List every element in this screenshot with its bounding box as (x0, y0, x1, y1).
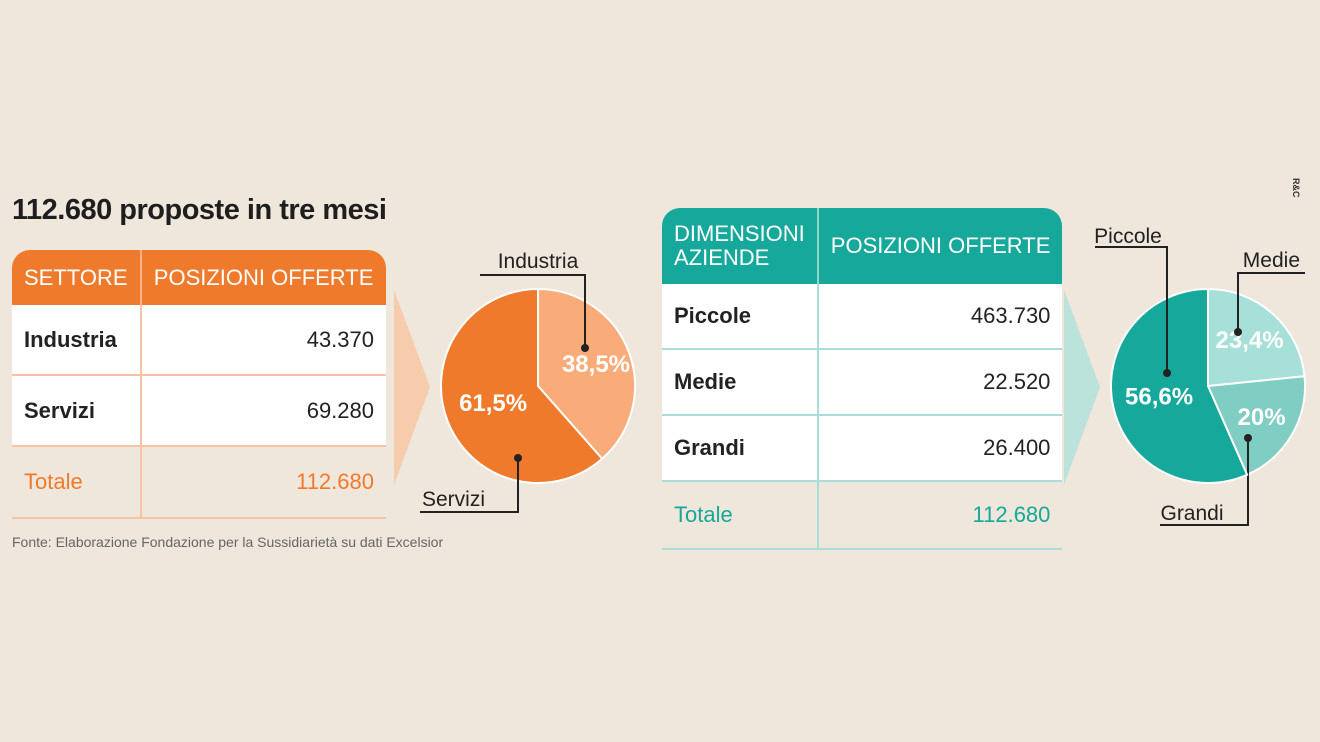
total-label: Totale (662, 481, 818, 549)
source-note: Fonte: Elaborazione Fondazione per la Su… (12, 534, 443, 550)
settore-table: SETTORE POSIZIONI OFFERTE Industria 43.3… (12, 250, 386, 519)
row-label: Servizi (12, 375, 141, 446)
row-label: Grandi (662, 415, 818, 481)
pie-value-label: 38,5% (562, 351, 630, 378)
row-value: 463.730 (818, 284, 1063, 349)
pie-category-label: Servizi (422, 488, 485, 511)
pie-value-label: 61,5% (459, 390, 527, 417)
row-label: Industria (12, 305, 141, 375)
row-value: 43.370 (141, 305, 386, 375)
column-header-posizioni: POSIZIONI OFFERTE (141, 250, 386, 305)
row-value: 69.280 (141, 375, 386, 446)
column-header-settore: SETTORE (12, 250, 141, 305)
column-header-posizioni: POSIZIONI OFFERTE (818, 208, 1063, 284)
pie-category-label: Piccole (1094, 225, 1162, 248)
total-value: 112.680 (818, 481, 1063, 549)
table-header-row: DIMENSIONI AZIENDE POSIZIONI OFFERTE (662, 208, 1062, 284)
row-label: Medie (662, 349, 818, 415)
table-row: Industria 43.370 (12, 305, 386, 375)
table-header-row: SETTORE POSIZIONI OFFERTE (12, 250, 386, 305)
row-value: 26.400 (818, 415, 1063, 481)
pie-category-label: Grandi (1160, 502, 1223, 525)
table-row: Medie 22.520 (662, 349, 1062, 415)
total-value: 112.680 (141, 446, 386, 518)
pie-value-label: 23,4% (1216, 327, 1284, 354)
total-row: Totale 112.680 (12, 446, 386, 518)
page-title: 112.680 proposte in tre mesi (12, 194, 386, 227)
row-label: Piccole (662, 284, 818, 349)
pie-value-label: 20% (1238, 404, 1286, 431)
table-row: Servizi 69.280 (12, 375, 386, 446)
total-label: Totale (12, 446, 141, 518)
dimensioni-table: DIMENSIONI AZIENDE POSIZIONI OFFERTE Pic… (662, 208, 1062, 550)
column-header-dimensioni: DIMENSIONI AZIENDE (662, 208, 818, 284)
settore-pie-chart: 38,5% Industria 61,5% Servizi (400, 240, 660, 530)
pie-value-label: 56,6% (1125, 383, 1193, 410)
table-row: Grandi 26.400 (662, 415, 1062, 481)
row-value: 22.520 (818, 349, 1063, 415)
table-row: Piccole 463.730 (662, 284, 1062, 349)
dimensioni-pie-chart: 23,4% Medie 20% Grandi 56,6% Piccole (1070, 215, 1320, 535)
credit-mark: R&C (1291, 178, 1301, 198)
total-row: Totale 112.680 (662, 481, 1062, 549)
pie-category-label: Industria (498, 250, 579, 273)
pie-category-label: Medie (1243, 249, 1300, 272)
